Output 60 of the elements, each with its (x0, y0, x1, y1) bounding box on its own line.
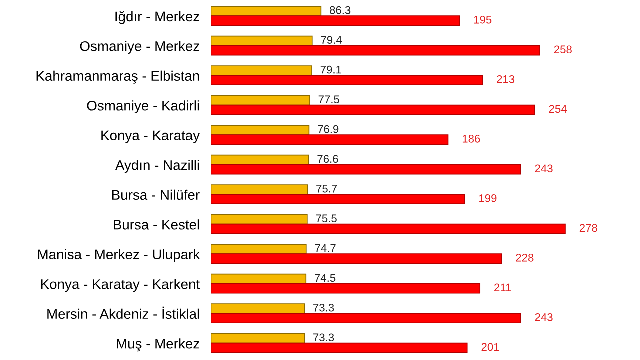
y-tick-label: Manisa - Merkez - Ulupark (38, 249, 200, 262)
y-tick-label: Konya - Karatay (102, 130, 200, 144)
y-tick-label: Iğdır - Merkez (116, 11, 200, 24)
bar (211, 125, 310, 136)
bar (211, 333, 306, 344)
bar (211, 214, 308, 225)
data-label: 195 (474, 16, 492, 24)
bar (211, 194, 466, 205)
bar (211, 45, 540, 56)
bar (211, 313, 522, 324)
data-label: 73.3 (314, 304, 334, 312)
data-label: 213 (497, 75, 515, 84)
bar (211, 244, 307, 255)
bar (211, 154, 310, 166)
bar (211, 254, 502, 264)
data-label: 75.5 (316, 214, 337, 223)
bar (211, 36, 313, 46)
y-tick-label: Osmaniye - Kadirli (87, 100, 200, 114)
data-label: 86.3 (330, 6, 351, 14)
bar (211, 304, 306, 314)
bar (211, 104, 536, 116)
data-label: 211 (494, 284, 512, 292)
data-label: 76.6 (318, 155, 338, 164)
bar (211, 134, 449, 146)
data-label: 79.1 (320, 66, 342, 74)
y-tick-label: Mersin - Akdeniz - İstiklal (48, 306, 200, 320)
data-label: 75.7 (316, 185, 338, 193)
data-label: 278 (580, 224, 598, 232)
data-label: 79.4 (321, 36, 342, 44)
data-label: 258 (554, 46, 572, 54)
y-tick-label: Osmaniye - Merkez (80, 41, 200, 54)
data-label: 77.5 (318, 96, 340, 104)
data-label: 243 (535, 164, 553, 173)
data-label: 199 (480, 194, 497, 202)
bar (211, 342, 468, 354)
bar (211, 66, 312, 76)
bar (211, 164, 522, 175)
y-tick-label: Bursa - Kestel (114, 220, 200, 230)
data-label: 73.3 (314, 334, 334, 342)
data-label: 186 (462, 134, 480, 143)
data-label: 254 (549, 105, 567, 114)
data-label: 201 (482, 343, 500, 352)
bar (211, 184, 308, 195)
bar (211, 6, 322, 16)
bar (211, 75, 484, 86)
bar (211, 224, 566, 234)
bar (211, 274, 307, 284)
bar (211, 95, 310, 106)
bar (211, 16, 460, 26)
bar (211, 283, 481, 294)
data-label: 228 (516, 254, 534, 262)
data-label: 76.9 (318, 125, 339, 134)
y-tick-label: Aydın - Nazilli (115, 160, 200, 174)
y-tick-label: Bursa - Nilüfer (112, 190, 200, 200)
y-tick-label: Kahramanmaraş - Elbistan (36, 70, 200, 84)
y-tick-label: Konya - Karatay - Karkent (41, 279, 200, 292)
y-tick-label: Muş - Merkez (117, 338, 200, 352)
data-label: 74.7 (315, 244, 336, 252)
data-label: 243 (535, 313, 553, 322)
data-label: 74.5 (315, 274, 336, 282)
